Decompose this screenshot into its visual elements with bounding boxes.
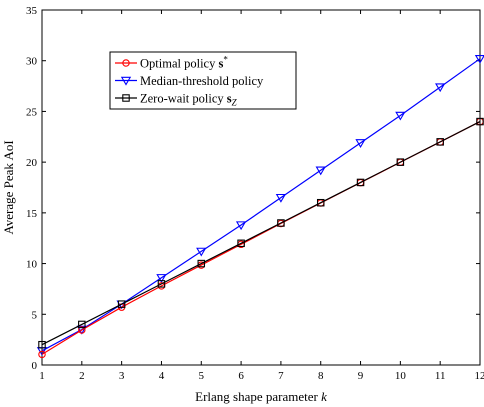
x-tick-label: 11 xyxy=(435,370,446,382)
y-tick-label: 10 xyxy=(26,259,38,271)
data-point-triangle xyxy=(355,139,366,148)
data-point-triangle xyxy=(315,166,326,176)
x-tick-label: 10 xyxy=(395,370,407,382)
y-tick-label: 35 xyxy=(26,5,38,17)
data-point-square xyxy=(436,138,444,146)
legend-item: Zero-wait policy sZ xyxy=(115,92,238,108)
data-point-square xyxy=(78,320,86,329)
data-point-circle xyxy=(122,59,130,67)
x-tick-label: 8 xyxy=(318,370,324,382)
x-tick-label: 3 xyxy=(119,370,125,382)
series-line xyxy=(41,121,481,346)
series-1 xyxy=(36,54,484,356)
x-tick-label: 2 xyxy=(79,370,85,382)
data-point-triangle xyxy=(395,111,406,121)
y-tick-label: 25 xyxy=(26,106,38,118)
data-point-square xyxy=(237,239,245,248)
y-axis-label: Average Peak AoI xyxy=(1,140,16,234)
data-point-triangle xyxy=(474,54,484,64)
x-tick-label: 1 xyxy=(39,370,45,382)
data-point-triangle xyxy=(235,221,247,231)
data-point-square xyxy=(356,178,365,187)
y-tick-label: 30 xyxy=(26,56,38,68)
legend-item: Optimal policy s* xyxy=(115,55,228,71)
plot-area xyxy=(41,9,481,366)
data-point-square xyxy=(122,94,130,102)
y-tick-label: 0 xyxy=(32,360,38,372)
data-point-square xyxy=(277,219,285,227)
data-point-square xyxy=(396,158,405,166)
legend-label: Optimal policy s* xyxy=(140,55,228,71)
y-tick-label: 20 xyxy=(26,157,38,169)
series-2 xyxy=(38,117,484,349)
legend-label: Median-threshold policy xyxy=(140,74,264,88)
data-point-circle xyxy=(38,350,46,359)
data-point-triangle xyxy=(196,247,207,257)
x-tick-label: 12 xyxy=(475,370,484,382)
series-layer xyxy=(36,54,484,359)
data-point-triangle xyxy=(275,193,287,203)
x-tick-label: 5 xyxy=(199,370,205,382)
x-axis-label: Erlang shape parameter k xyxy=(195,389,327,404)
data-point-square xyxy=(38,340,46,349)
data-point-triangle xyxy=(120,76,132,86)
x-tick-label: 7 xyxy=(278,370,284,382)
data-point-triangle xyxy=(435,83,446,93)
data-point-square xyxy=(197,259,206,268)
data-point-square xyxy=(157,280,166,288)
data-point-circle xyxy=(78,326,86,334)
x-tick-label: 9 xyxy=(358,370,364,382)
x-tick-label: 4 xyxy=(159,370,165,382)
series-line xyxy=(41,58,481,352)
y-tick-label: 5 xyxy=(32,309,38,321)
legend: Optimal policy s* Median-threshold policy… xyxy=(109,51,297,110)
data-point-square xyxy=(117,300,126,308)
y-tick-label: 15 xyxy=(26,208,38,220)
legend-item: Median-threshold policy xyxy=(115,74,264,88)
data-point-square xyxy=(476,117,484,126)
legend-box xyxy=(109,51,297,110)
data-point-triangle xyxy=(156,274,167,283)
data-point-square xyxy=(316,198,325,207)
x-tick-label: 6 xyxy=(238,370,244,382)
legend-label: Zero-wait policy sZ xyxy=(140,92,238,108)
